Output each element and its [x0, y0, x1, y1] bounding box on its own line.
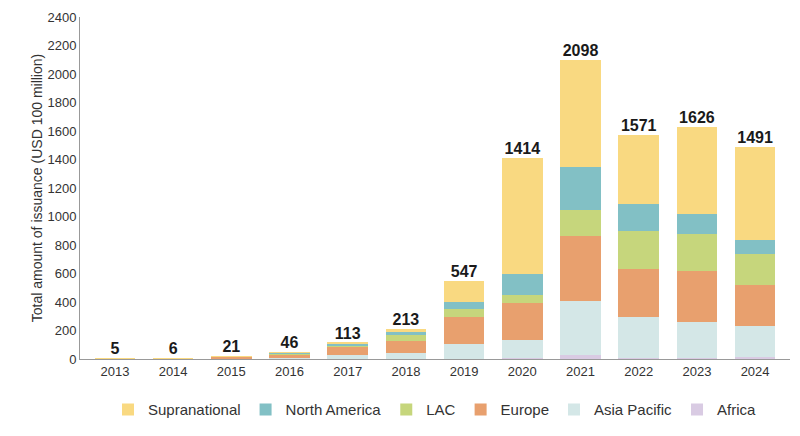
svg-text:547: 547 [451, 263, 478, 280]
svg-text:2023: 2023 [682, 364, 711, 379]
svg-text:2014: 2014 [159, 364, 188, 379]
svg-text:1491: 1491 [737, 129, 773, 146]
svg-text:2018: 2018 [391, 364, 420, 379]
svg-text:Supranational: Supranational [148, 401, 241, 418]
svg-text:1414: 1414 [505, 140, 541, 157]
svg-text:1571: 1571 [621, 117, 657, 134]
svg-text:Asia Pacific: Asia Pacific [594, 401, 672, 418]
svg-text:2400: 2400 [47, 10, 76, 25]
svg-text:400: 400 [55, 295, 77, 310]
svg-text:2013: 2013 [100, 364, 129, 379]
svg-text:200: 200 [55, 323, 77, 338]
svg-text:2200: 2200 [47, 38, 76, 53]
svg-text:0: 0 [69, 352, 76, 367]
svg-text:46: 46 [281, 334, 299, 351]
svg-text:2016: 2016 [275, 364, 304, 379]
svg-text:LAC: LAC [426, 401, 455, 418]
svg-text:Europe: Europe [501, 401, 549, 418]
svg-text:6: 6 [169, 340, 178, 357]
svg-text:1400: 1400 [47, 152, 76, 167]
svg-text:1626: 1626 [679, 109, 715, 126]
svg-text:600: 600 [55, 266, 77, 281]
svg-text:Total amount of issuance (USD: Total amount of issuance (USD 100 millio… [29, 54, 45, 322]
svg-text:North America: North America [286, 401, 382, 418]
svg-text:113: 113 [335, 325, 361, 342]
svg-text:2017: 2017 [333, 364, 362, 379]
svg-text:800: 800 [55, 238, 77, 253]
svg-text:1600: 1600 [47, 124, 76, 139]
svg-text:2000: 2000 [47, 67, 76, 82]
svg-text:Africa: Africa [717, 401, 756, 418]
svg-text:2024: 2024 [741, 364, 770, 379]
svg-text:2022: 2022 [624, 364, 653, 379]
svg-text:5: 5 [110, 340, 119, 357]
svg-text:213: 213 [393, 311, 420, 328]
svg-text:2015: 2015 [217, 364, 246, 379]
svg-text:21: 21 [222, 338, 240, 355]
svg-text:1800: 1800 [47, 95, 76, 110]
svg-text:2020: 2020 [508, 364, 537, 379]
svg-text:1000: 1000 [47, 209, 76, 224]
svg-text:2098: 2098 [563, 42, 599, 59]
svg-text:2019: 2019 [450, 364, 479, 379]
svg-text:1200: 1200 [47, 181, 76, 196]
svg-text:2021: 2021 [566, 364, 595, 379]
